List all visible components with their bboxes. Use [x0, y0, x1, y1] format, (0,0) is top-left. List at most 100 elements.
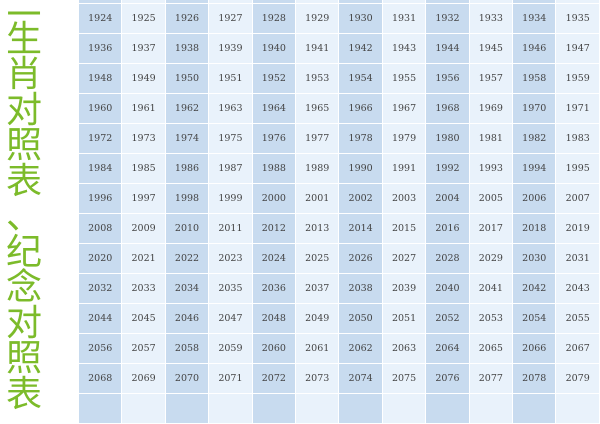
table-row: 2068 2069 2070 2071 2072 2073 2074 2075 2076 2077…: [77, 363, 600, 394]
year-cell: 2070: [164, 363, 210, 394]
year-cell: 1984: [77, 153, 123, 184]
year-cell: 2065: [468, 333, 514, 364]
zodiac-year-table: 1924 1925 1926 1927 1928 1929 1930 1931 1932 1933…: [77, 0, 600, 424]
year-cell: 2071: [208, 363, 253, 394]
year-cell: 1944: [425, 33, 470, 64]
year-cell: 1938: [164, 33, 210, 64]
year-cell: 1953: [295, 63, 340, 94]
year-cell: 1925: [121, 3, 166, 34]
year-cell: 2001: [295, 183, 340, 214]
year-cell: 1947: [555, 33, 600, 64]
year-cell: 1969: [468, 93, 514, 124]
year-cell: 2034: [164, 273, 210, 304]
year-cell: 1963: [208, 93, 253, 124]
year-cell: 2028: [425, 243, 470, 274]
year-cell: 2026: [338, 243, 383, 274]
year-cell: 2049: [295, 303, 340, 334]
year-cell: 1990: [338, 153, 383, 184]
year-cell: 2064: [425, 333, 470, 364]
year-cell: 2004: [425, 183, 470, 214]
year-cell: 2069: [121, 363, 166, 394]
title-char: 照: [5, 125, 42, 166]
year-cell: 2023: [208, 243, 253, 274]
year-cell: 2075: [381, 363, 427, 394]
table-row: 2020 2021 2022 2023 2024 2025 2026 2027 2028 2029…: [77, 243, 600, 274]
year-cell: 2008: [77, 213, 123, 244]
year-cell: [208, 393, 253, 424]
year-cell: 1952: [251, 63, 297, 94]
year-cell: 1979: [381, 123, 427, 154]
year-cell: 1926: [164, 3, 210, 34]
year-cell: 1928: [251, 3, 297, 34]
year-cell: 1941: [295, 33, 340, 64]
year-cell: 1971: [555, 93, 600, 124]
table-row: 1936 1937 1938 1939 1940 1941 1942 1943 1944 1945…: [77, 33, 600, 64]
year-cell: 1937: [121, 33, 166, 64]
year-cell: 1931: [381, 3, 427, 34]
year-cell: 1965: [295, 93, 340, 124]
year-cell: 2035: [208, 273, 253, 304]
title-char: 表: [5, 373, 42, 415]
year-cell: 1959: [555, 63, 600, 94]
year-cell: 1988: [251, 153, 297, 184]
year-cell: 1960: [77, 93, 123, 124]
year-cell: 2019: [555, 213, 600, 244]
year-cell: 2037: [295, 273, 340, 304]
year-cell: 1939: [208, 33, 253, 64]
year-cell: [251, 393, 297, 424]
year-cell: 2050: [338, 303, 383, 334]
year-cell: 2066: [512, 333, 557, 364]
year-cell: 2010: [164, 213, 210, 244]
year-cell: 2030: [512, 243, 557, 274]
table-row: 1960 1961 1962 1963 1964 1965 1966 1967 1968 1969…: [77, 93, 600, 124]
title-char: 念: [5, 267, 42, 308]
year-cell: 2015: [381, 213, 427, 244]
year-cell: 2067: [555, 333, 600, 364]
year-cell: 1929: [295, 3, 340, 34]
year-cell: 1975: [208, 123, 253, 154]
year-cell: 2047: [208, 303, 253, 334]
year-cell: 2044: [77, 303, 123, 334]
year-cell: 1966: [338, 93, 383, 124]
year-cell: 1998: [164, 183, 210, 214]
year-cell: 1957: [468, 63, 514, 94]
year-cell: 1943: [381, 33, 427, 64]
year-cell: [512, 393, 557, 424]
year-cell: 2059: [208, 333, 253, 364]
year-cell: 2079: [555, 363, 600, 394]
page-title: 二生肖对照表、纪念对照表: [2, 0, 46, 412]
year-cell: 1991: [381, 153, 427, 184]
year-cell: 1935: [555, 3, 600, 34]
year-cell: 2003: [381, 183, 427, 214]
year-cell: 1997: [121, 183, 166, 214]
title-char: 生: [5, 18, 42, 60]
year-cell: 2048: [251, 303, 297, 334]
year-cell: 1950: [164, 63, 210, 94]
year-cell: 2076: [425, 363, 470, 394]
table-row: 1972 1973 1974 1975 1976 1977 1978 1979 1980 1981…: [77, 123, 600, 154]
year-cell: 2009: [121, 213, 166, 244]
title-char: 对: [5, 302, 42, 344]
year-cell: 1992: [425, 153, 470, 184]
table-row: 1984 1985 1986 1987 1988 1989 1990 1991 1992 1993…: [77, 153, 600, 184]
year-cell: 1932: [425, 3, 470, 34]
year-cell: 1989: [295, 153, 340, 184]
year-cell: 2043: [555, 273, 600, 304]
year-cell: 2041: [468, 273, 514, 304]
year-cell: 1985: [121, 153, 166, 184]
year-cell: 1972: [77, 123, 123, 154]
year-cell: 1956: [425, 63, 470, 94]
table-row: 2056 2057 2058 2059 2060 2061 2062 2063 2064 2065…: [77, 333, 600, 364]
year-cell: 2033: [121, 273, 166, 304]
year-cell: 1996: [77, 183, 123, 214]
table-row: 2032 2033 2034 2035 2036 2037 2038 2039 2040 2041…: [77, 273, 600, 304]
year-cell: 1936: [77, 33, 123, 64]
year-cell: 1954: [338, 63, 383, 94]
year-cell: 2000: [251, 183, 297, 214]
year-cell: 1987: [208, 153, 253, 184]
table-row: 1948 1949 1950 1951 1952 1953 1954 1955 1956 1957…: [77, 63, 600, 94]
year-cell: 2042: [512, 273, 557, 304]
title-char: 照: [5, 338, 42, 379]
year-cell: 2068: [77, 363, 123, 394]
year-cell: 1976: [251, 123, 297, 154]
